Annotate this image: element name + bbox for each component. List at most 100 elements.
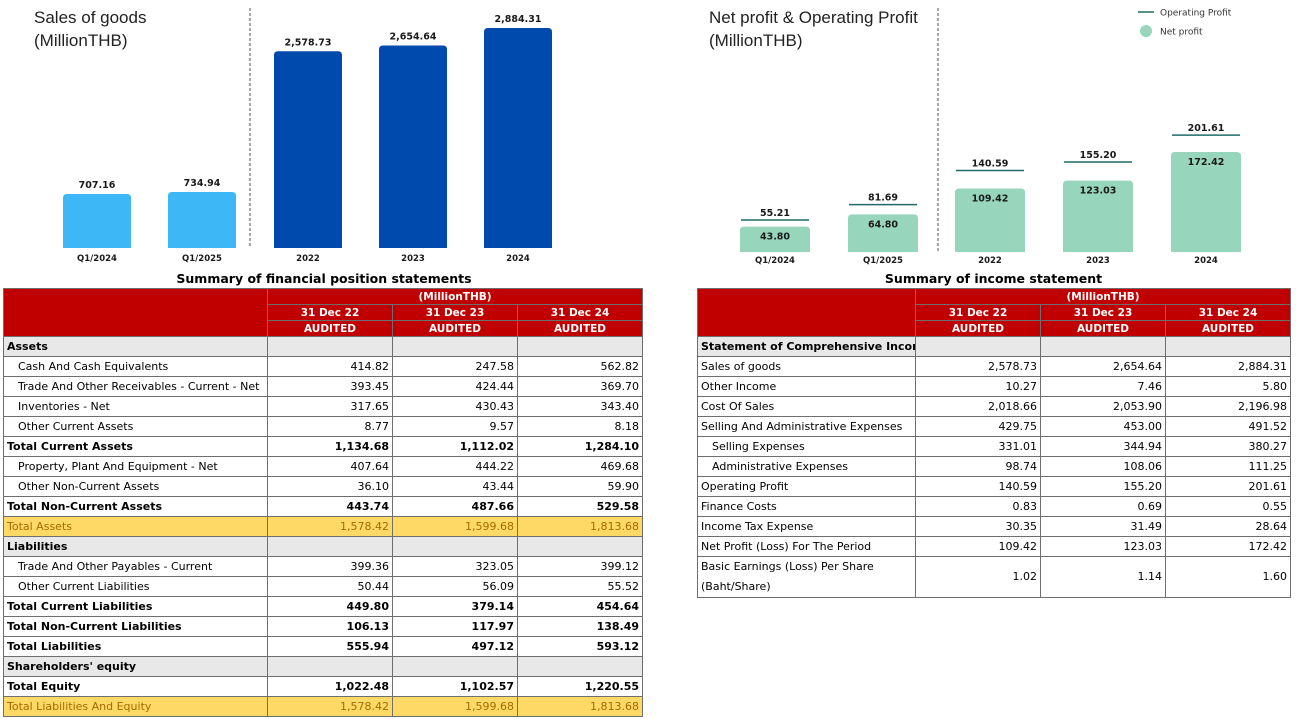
row-label: Total Liabilities And Equity [3,696,268,717]
sales-category-label: Q1/2024 [77,254,117,264]
value-cell: 5.80 [1164,376,1292,397]
income-table-status-row: AUDITED AUDITED AUDITED [698,320,1292,337]
value-cell: 424.44 [392,376,518,397]
sales-category-label: 2022 [296,254,320,264]
value-cell: 399.36 [267,556,393,577]
row-label: Finance Costs [697,496,916,517]
table-row: Selling Expenses 331.01 344.94 380.27 [697,436,1292,457]
position-table-title: Summary of financial position statements [176,271,472,286]
row-label: Operating Profit [697,476,916,497]
table-row: Other Non-Current Assets 36.10 43.44 59.90 [3,476,644,497]
operating-profit-label: 140.59 [972,158,1009,169]
profit-chart-title-text: Net profit & Operating Profit [709,8,918,27]
value-cell: 1.60 [1164,556,1292,598]
value-cell: 50.44 [267,576,393,597]
row-label: Property, Plant And Equipment - Net [3,456,268,477]
value-cell: 59.90 [516,476,644,497]
table-row: Selling And Administrative Expenses 429.7… [697,416,1292,437]
profit-chart-unit: (MillionTHB) [709,31,803,50]
value-cell: 1,220.55 [516,676,644,697]
value-cell: 1,578.42 [267,516,393,537]
table-row: Trade And Other Receivables - Current - … [3,376,644,397]
row-label: Assets [3,336,268,357]
sales-chart-title-text: Sales of goods [34,8,147,27]
value-cell: 317.65 [267,396,393,417]
value-cell: 323.05 [392,556,518,577]
value-cell: 201.61 [1164,476,1292,497]
column-header: 31 Dec 24 [516,304,644,321]
row-label: Shareholders' equity [3,656,268,677]
value-cell: 593.12 [516,636,644,657]
income-table-unit-row: (MillionTHB) [697,288,1292,337]
value-cell: 1,599.68 [392,516,518,537]
value-cell: 331.01 [915,436,1041,457]
value-cell: 407.64 [267,456,393,477]
value-cell: 7.46 [1040,376,1166,397]
income-table-unit: (MillionTHB) [914,288,1292,305]
operating-profit-label: 201.61 [1188,123,1225,134]
sales-bar [274,51,342,248]
value-cell: 106.13 [267,616,393,637]
value-cell [392,536,518,557]
value-cell [516,336,644,357]
net-profit-bar [848,214,918,252]
profit-chart: Operating Profit Net profit 43.80 55.21 Q1/2… [740,8,1241,266]
sales-bar [63,194,131,248]
value-cell: 562.82 [516,356,644,377]
value-cell: 8.77 [267,416,393,437]
value-cell: 344.94 [1040,436,1166,457]
value-cell: 0.55 [1164,496,1292,517]
value-cell: 380.27 [1164,436,1292,457]
position-table-unit: (MillionTHB) [266,288,644,305]
column-header: 31 Dec 23 [1040,304,1166,321]
table-row: Total Assets 1,578.42 1,599.68 1,813.68 [3,516,644,537]
value-cell: 1,022.48 [267,676,393,697]
sales-value-label: 734.94 [184,178,221,189]
value-cell: 36.10 [267,476,393,497]
value-cell: 117.97 [392,616,518,637]
value-cell: 1,813.68 [516,696,644,717]
net-profit-label: 109.42 [972,194,1009,205]
net-profit-bar [1063,180,1133,252]
value-cell [267,536,393,557]
position-table-date-row: 31 Dec 22 31 Dec 23 31 Dec 24 [4,304,644,321]
value-cell [516,656,644,677]
value-cell: 399.12 [516,556,644,577]
position-table-status-row: AUDITED AUDITED AUDITED [4,320,644,337]
operating-profit-label: 81.69 [868,193,898,204]
operating-profit-label: 155.20 [1080,150,1117,161]
table-row: Operating Profit 140.59 155.20 201.61 [697,476,1292,497]
row-label: Income Tax Expense [697,516,916,537]
value-cell: 56.09 [392,576,518,597]
column-header: 31 Dec 22 [915,304,1041,321]
value-cell: 1.14 [1040,556,1166,598]
row-label: Other Current Liabilities [3,576,268,597]
table-row: Statement of Comprehensive Income [697,336,1292,357]
row-label: Total Liabilities [3,636,268,657]
row-label: Cash And Cash Equivalents [3,356,268,377]
value-cell: 2,654.64 [1040,356,1166,377]
sales-value-label: 2,654.64 [390,32,437,43]
operating-profit-label: 55.21 [760,208,790,219]
value-cell: 414.82 [267,356,393,377]
sales-category-label: 2024 [506,254,530,264]
legend-label: Operating Profit [1160,9,1232,19]
value-cell [1164,336,1292,357]
table-row: Total Equity 1,022.48 1,102.57 1,220.55 [3,676,644,697]
row-label: Other Non-Current Assets [3,476,268,497]
table-row: Assets [3,336,644,357]
row-label: Total Equity [3,676,268,697]
column-header: 31 Dec 24 [1164,304,1292,321]
table-row: Finance Costs 0.83 0.69 0.55 [697,496,1292,517]
net-profit-label: 123.03 [1080,186,1117,197]
row-label: Other Current Assets [3,416,268,437]
sales-value-label: 2,884.31 [495,14,542,25]
value-cell [915,336,1041,357]
table-row: Other Current Assets 8.77 9.57 8.18 [3,416,644,437]
table-row: Property, Plant And Equipment - Net 407.6… [3,456,644,477]
value-cell: 43.44 [392,476,518,497]
sales-value-label: 707.16 [79,180,116,191]
profit-category-label: 2022 [978,256,1002,266]
profit-chart-title: Net profit & Operating Profit (MillionTH… [709,6,918,52]
legend-label: Net profit [1160,28,1203,38]
